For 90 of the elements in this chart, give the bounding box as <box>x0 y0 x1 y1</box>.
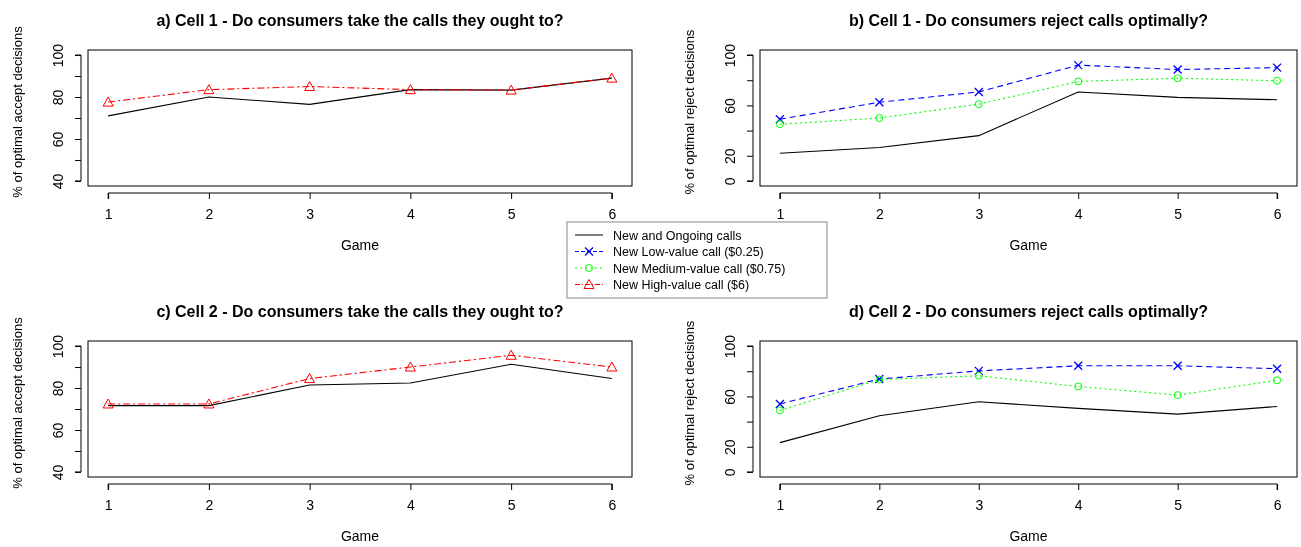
x-tick-label: 3 <box>306 496 315 513</box>
y-tick-label: 60 <box>50 131 66 148</box>
point <box>404 361 416 372</box>
point <box>1173 74 1182 83</box>
point <box>1272 62 1282 73</box>
x-tick-label: 3 <box>975 496 984 513</box>
x-axis-title: Game <box>340 237 380 253</box>
y-tick-label: 100 <box>722 43 738 68</box>
point <box>974 371 983 380</box>
point <box>1273 376 1282 385</box>
x-tick-label: 4 <box>1074 496 1083 513</box>
x-tick-label: 1 <box>776 205 785 222</box>
x-tick-label: 4 <box>1074 205 1083 222</box>
point <box>606 72 618 83</box>
y-tick-label: 60 <box>50 422 66 439</box>
x-tick-label: 1 <box>104 496 113 513</box>
y-tick-label: 100 <box>722 334 738 359</box>
x-tick-label: 5 <box>1174 205 1183 222</box>
y-tick-label: 0 <box>722 177 738 186</box>
x-tick-label: 6 <box>1273 205 1282 222</box>
chart-title: b) Cell 1 - Do consumers reject calls optimally? <box>848 12 1209 29</box>
y-axis-title: % of optimal reject decisions <box>682 29 697 195</box>
line-series <box>779 91 1278 154</box>
point <box>1074 77 1083 86</box>
legend-label: New and Ongoing calls <box>613 228 742 243</box>
x-tick-label: 2 <box>875 496 884 513</box>
point <box>1173 64 1183 75</box>
x-tick-label: 6 <box>1273 496 1282 513</box>
y-axis-title: % of optimal accept decisions <box>10 25 25 198</box>
x-tick-label: 1 <box>104 205 113 222</box>
y-tick-label: 40 <box>50 464 66 481</box>
x-tick-label: 2 <box>875 205 884 222</box>
chart-title: d) Cell 2 - Do consumers reject calls optimally? <box>848 303 1209 320</box>
y-tick-label: 60 <box>722 97 738 114</box>
x-tick-label: 1 <box>776 496 785 513</box>
y-tick-label: 80 <box>50 89 66 106</box>
point <box>304 373 316 384</box>
y-tick-label: 80 <box>50 380 66 397</box>
y-tick-label: 100 <box>50 334 66 359</box>
point <box>102 96 114 107</box>
line-series <box>779 401 1278 444</box>
chart-title: a) Cell 1 - Do consumers take the calls they ought to? <box>156 12 564 29</box>
x-tick-label: 4 <box>406 496 415 513</box>
point <box>1272 364 1282 374</box>
y-tick-label: 20 <box>722 439 738 456</box>
x-tick-label: 5 <box>507 205 516 222</box>
point <box>1074 382 1083 391</box>
legend-label: New Low-value call ($0.25) <box>613 245 764 259</box>
point <box>1173 391 1182 400</box>
x-axis-title: Game <box>340 528 380 544</box>
point <box>974 100 983 109</box>
x-tick-label: 6 <box>608 496 617 513</box>
x-tick-label: 4 <box>406 205 415 222</box>
x-tick-label: 5 <box>1174 496 1183 513</box>
point <box>203 398 215 409</box>
point <box>1073 60 1083 70</box>
y-tick-label: 60 <box>722 388 738 405</box>
point <box>102 398 114 409</box>
y-tick-label: 40 <box>50 173 66 190</box>
y-tick-label: 20 <box>722 148 738 165</box>
point <box>775 406 784 415</box>
point <box>505 349 517 360</box>
y-tick-label: 0 <box>722 468 738 477</box>
x-tick-label: 5 <box>507 496 516 513</box>
point <box>1273 76 1282 85</box>
point <box>874 97 884 107</box>
x-tick-label: 3 <box>975 205 984 222</box>
legend-label: New Medium-value call ($0.75) <box>613 261 786 276</box>
point <box>1173 361 1183 371</box>
point <box>606 361 618 372</box>
x-tick-label: 6 <box>608 205 617 222</box>
point <box>203 84 215 95</box>
legend-label: New High-value call ($6) <box>613 278 750 292</box>
point <box>1073 361 1083 371</box>
point <box>775 399 785 409</box>
x-axis-title: Game <box>1009 237 1048 253</box>
point <box>304 81 316 92</box>
x-axis-title: Game <box>1009 528 1048 544</box>
y-axis-title: % of optimal accept decisions <box>10 316 25 489</box>
point <box>875 114 884 122</box>
x-tick-label: 3 <box>306 205 315 222</box>
point <box>775 120 784 129</box>
y-axis-title: % of optimal reject decisions <box>682 320 697 486</box>
chart-title: c) Cell 2 - Do consumers take the calls they ought to? <box>156 303 564 320</box>
y-tick-label: 100 <box>50 43 66 68</box>
point <box>974 87 984 97</box>
point <box>505 84 517 95</box>
point <box>404 84 416 95</box>
x-tick-label: 2 <box>205 496 214 513</box>
x-tick-label: 2 <box>205 205 214 222</box>
